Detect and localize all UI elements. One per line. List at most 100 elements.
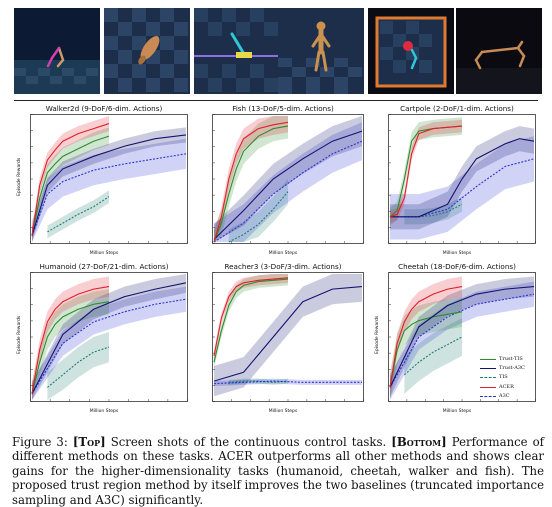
acer-confidence-band [390,276,462,398]
acer-confidence-band [390,119,462,224]
plot-area [388,272,536,402]
a3c-confidence-band [32,138,186,242]
y-axis-label: Episode Rewards [17,157,22,196]
acer-series-line [213,121,289,243]
plot-area [30,272,188,402]
legend-label: Trust-TIS [499,356,523,362]
a3c-confidence-band [214,122,362,242]
tis-series-line [228,191,289,243]
legend-line-swatch [480,377,496,379]
cartpole-screenshot [194,8,280,94]
trust-a3c-confidence-band [390,126,534,230]
plot-area [388,114,536,244]
legend-entry: TIS [478,373,538,381]
a3c-confidence-band [390,281,534,400]
tis-confidence-band [404,318,462,394]
a3c-series-line [31,298,187,394]
legend-label: ACER [499,383,514,390]
legend: Trust-TIS Trust-A3C TIS ACER A3C [478,355,538,403]
legend-entry: Trust-A3C [478,364,538,372]
chart-title: Fish (13-DoF/5-dim. Actions) [232,104,334,113]
acer-series-line [31,286,110,394]
humanoid-screenshot [278,8,364,94]
tis-series-line [404,203,463,218]
legend-entry: ACER [478,383,538,391]
tis-confidence-band [228,378,288,385]
chart-title: Humanoid (27-DoF/21-dim. Actions) [39,262,169,271]
trust-a3c-series-line [213,130,363,240]
figure-label: Figure 3: [12,435,73,449]
chart-title: Cartpole (2-DoF/1-dim. Actions) [400,104,514,113]
trust-tis-series-line [213,125,289,243]
plot-area [30,114,188,244]
a3c-series-line [213,140,363,243]
legend-line-swatch [480,359,496,360]
chart-panel: Walker2d (9-DoF/6-dim. Actions) Episode R… [14,104,194,256]
trust-a3c-series-line [213,286,363,382]
trust-tis-series-line [389,311,463,388]
legend-line-swatch [480,395,496,397]
plot-area [212,114,364,244]
acer-series-line [389,286,463,388]
a3c-confidence-band [32,286,186,400]
acer-series-line [389,125,463,218]
x-axis-label: Million Steps [268,251,298,256]
tis-series-line [404,336,463,376]
trust-tis-series-line [213,278,289,363]
acer-confidence-band [214,274,288,361]
trust-a3c-series-line [389,286,535,388]
trust-tis-series-line [31,135,110,236]
tis-series-line [47,196,110,233]
figure-divider-rule [14,100,538,101]
legend-line-swatch [480,386,496,388]
trust-a3c-confidence-band [214,116,362,242]
a3c-series-line [389,293,535,388]
tis-series-line [47,346,110,388]
legend-entry: Trust-TIS [478,355,538,363]
reacher3-screenshot [368,8,454,94]
legend-line-swatch [480,368,496,370]
cheetah-screenshot [456,8,542,94]
trust-a3c-series-line [31,134,187,236]
a3c-series-line [213,380,362,385]
figure-caption: Figure 3: [Top] Screen shots of the cont… [12,435,544,507]
y-axis-label: Episode Rewards [375,315,380,354]
trust-a3c-confidence-band [214,274,362,397]
legend-label: Trust-A3C [499,365,525,372]
x-axis-label: Million Steps [268,409,298,414]
trust-tis-confidence-band [390,296,462,400]
trust-a3c-series-line [31,282,187,394]
trust-tis-series-line [31,301,110,394]
x-axis-label: Million Steps [89,251,119,256]
caption-top-tag: [Top] [72,435,106,449]
trust-a3c-confidence-band [32,127,186,242]
task-screenshots-row [0,0,552,100]
a3c-confidence-band [214,378,362,387]
caption-top-text: Screen shots of the continuous control t… [105,435,392,449]
tis-confidence-band [47,331,109,400]
legend-label: TIS [499,374,508,381]
trust-tis-confidence-band [214,116,288,242]
trust-a3c-confidence-band [32,274,186,400]
trust-a3c-confidence-band [390,276,534,398]
y-axis-label: Episode Rewards [17,315,22,354]
legend-label: A3C [499,392,510,399]
walker2d-screenshot [14,8,100,94]
trust-a3c-series-line [390,138,535,218]
chart-panel: Cartpole (2-DoF/1-dim. Actions) Million S… [372,104,542,256]
chart-title: Walker2d (9-DoF/6-dim. Actions) [45,104,163,113]
caption-bottom-text: Performance of different methods on thes… [12,435,545,507]
plot-area [212,272,364,402]
tis-confidence-band [228,179,288,242]
legend-entry: A3C [478,392,538,400]
caption-bottom-tag: [Bottom] [391,435,447,449]
chart-panel: Humanoid (27-DoF/21-dim. Actions) Episode… [14,262,194,414]
trust-tis-confidence-band [32,289,109,400]
chart-panel: Reacher3 (3-DoF/3-dim. Actions) Million S… [196,262,370,414]
chart-panel: Cheetah (18-DoF/6-dim. Actions) Episode R… [372,262,542,414]
x-axis-label: Million Steps [442,251,472,256]
chart-title: Reacher3 (3-DoF/3-dim. Actions) [224,262,342,271]
tis-series-line [228,380,289,383]
acer-series-line [213,277,289,357]
acer-confidence-band [32,116,109,242]
